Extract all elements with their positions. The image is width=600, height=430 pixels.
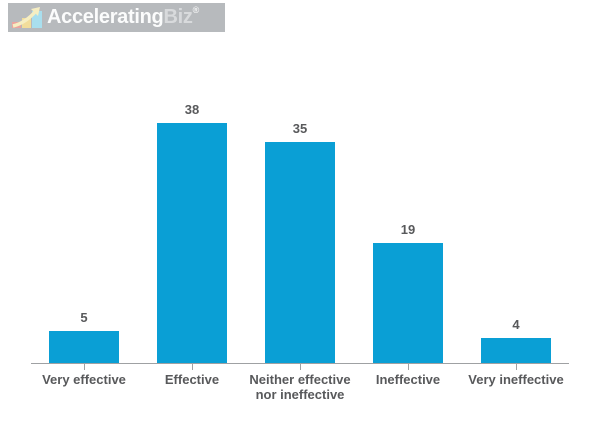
bar-value-label: 5 [80,310,88,325]
axis-tick [192,363,193,370]
acceleratingbiz-logo: AcceleratingBiz® [8,3,225,32]
axis-tick [516,363,517,370]
growth-bars-arrow-icon [12,6,42,28]
axis-tick [408,363,409,370]
bar-value-label: 4 [512,317,520,332]
bar [157,123,227,363]
bar-value-label: 35 [292,121,308,136]
bar [373,243,443,363]
logo-registered-mark: ® [192,5,200,15]
bar-value-label: 38 [184,102,200,117]
logo-text: AcceleratingBiz® [47,3,199,32]
x-axis-category-label: Ineffective [375,372,441,387]
bar [49,331,119,363]
logo-brand-primary: Accelerating [47,6,164,28]
bar-value-label: 19 [400,222,416,237]
axis-tick [300,363,301,370]
logo-brand-secondary: Biz [163,6,193,28]
x-axis-category-label: Neither effective nor ineffective [249,372,351,402]
x-axis-category-label: Very ineffective [468,372,564,387]
bar [481,338,551,363]
x-axis-category-label: Very effective [42,372,126,387]
x-axis-category-label: Effective [164,372,220,387]
axis-tick [84,363,85,370]
bar [265,142,335,363]
